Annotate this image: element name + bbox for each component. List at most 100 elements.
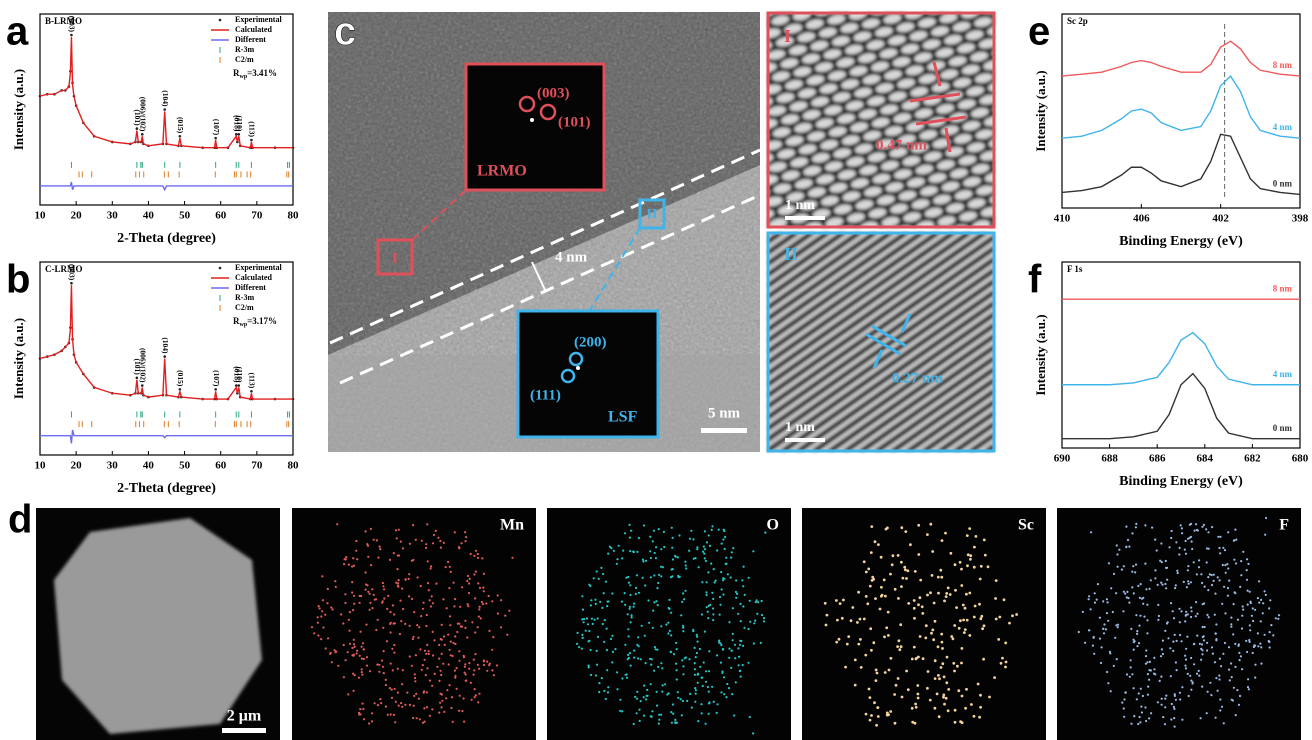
eds-dot xyxy=(732,607,734,609)
eds-dot xyxy=(677,556,679,558)
eds-dot xyxy=(680,614,682,616)
eds-dot xyxy=(508,610,510,612)
eds-dot xyxy=(1260,663,1262,665)
eds-dot xyxy=(876,706,879,709)
eds-dot xyxy=(426,614,428,616)
eds-dot xyxy=(1165,587,1167,589)
data-point xyxy=(136,127,139,130)
eds-dot xyxy=(1249,591,1251,593)
eds-dot xyxy=(719,596,721,598)
eds-dot xyxy=(672,558,674,560)
eds-dot xyxy=(897,554,900,557)
eds-dot xyxy=(631,616,633,618)
eds-dot xyxy=(416,717,418,719)
eds-dot xyxy=(688,658,690,660)
eds-dot xyxy=(1135,564,1137,566)
eds-dot xyxy=(1126,591,1128,593)
eds-dot xyxy=(964,607,967,610)
eds-dot xyxy=(919,596,922,599)
eds-dot xyxy=(1235,714,1237,716)
eds-dot xyxy=(945,681,948,684)
eds-dot xyxy=(875,679,878,682)
eds-dot xyxy=(708,691,710,693)
eds-dot xyxy=(1133,592,1135,594)
eds-dot xyxy=(703,661,705,663)
eds-dot xyxy=(397,585,399,587)
eds-dot xyxy=(1175,661,1177,663)
eds-dot xyxy=(984,554,987,557)
eds-dot xyxy=(466,636,468,638)
eds-dot xyxy=(931,629,934,632)
eds-dot xyxy=(506,634,508,636)
panel-letter: f xyxy=(1028,258,1042,302)
eds-dot xyxy=(468,582,470,584)
eds-dot xyxy=(678,534,680,536)
eds-dot xyxy=(1136,630,1138,632)
eds-dot xyxy=(1219,536,1221,538)
eds-dot xyxy=(352,673,354,675)
eds-dot xyxy=(616,671,618,673)
eds-dot xyxy=(597,617,599,619)
eds-dot xyxy=(712,613,714,615)
eds-dot xyxy=(1131,673,1133,675)
eds-dot xyxy=(426,667,428,669)
eds-dot xyxy=(890,657,893,660)
eds-dot xyxy=(733,714,735,716)
eds-dot xyxy=(1215,638,1217,640)
eds-dot xyxy=(600,567,602,569)
eds-dot xyxy=(1137,585,1139,587)
eds-dot xyxy=(1222,564,1224,566)
eds-dot xyxy=(1218,678,1220,680)
eds-dot xyxy=(633,650,635,652)
eds-dot xyxy=(670,612,672,614)
eds-dot xyxy=(705,560,707,562)
eds-dot xyxy=(864,654,867,657)
series-line xyxy=(1062,41,1300,76)
eds-dot xyxy=(1153,657,1155,659)
element-label: F xyxy=(1279,517,1289,534)
eds-dot xyxy=(934,620,937,623)
eds-dot xyxy=(1142,603,1144,605)
eds-dot xyxy=(440,638,442,640)
eds-dot xyxy=(747,662,749,664)
eds-dot xyxy=(1234,591,1236,593)
eds-dot xyxy=(929,523,932,526)
eds-dot xyxy=(961,647,964,650)
eds-dot xyxy=(470,682,472,684)
eds-dot xyxy=(355,540,357,542)
eds-dot xyxy=(707,571,709,573)
eds-dot xyxy=(624,644,626,646)
eds-dot xyxy=(987,565,990,568)
element-label: O xyxy=(767,517,779,534)
eds-dot xyxy=(398,554,400,556)
eds-dot xyxy=(1214,661,1216,663)
eds-dot xyxy=(390,663,392,665)
eds-dot xyxy=(450,654,452,656)
eds-dot xyxy=(941,647,944,650)
eds-dot xyxy=(1179,634,1181,636)
eds-dot xyxy=(854,659,857,662)
eds-dot xyxy=(888,669,891,672)
eds-dot xyxy=(438,680,440,682)
eds-dot xyxy=(900,561,903,564)
eds-dot xyxy=(728,687,730,689)
eds-dot xyxy=(443,635,445,637)
eds-dot xyxy=(474,653,476,655)
eds-dot xyxy=(877,715,880,718)
eds-dot xyxy=(1219,698,1221,700)
eds-dot xyxy=(705,591,707,593)
eds-dot xyxy=(1258,580,1260,582)
region-label: I xyxy=(392,250,398,266)
eds-dot xyxy=(689,693,691,695)
eds-dot xyxy=(420,585,422,587)
eds-dot xyxy=(1161,584,1163,586)
eds-dot xyxy=(491,669,493,671)
eds-dot xyxy=(868,688,871,691)
eds-dot xyxy=(441,700,443,702)
eds-dot xyxy=(891,563,894,566)
eds-dot xyxy=(723,676,725,678)
eds-dot xyxy=(1206,614,1208,616)
eds-dot xyxy=(677,691,679,693)
eds-dot xyxy=(1198,559,1200,561)
eds-dot xyxy=(706,541,708,543)
